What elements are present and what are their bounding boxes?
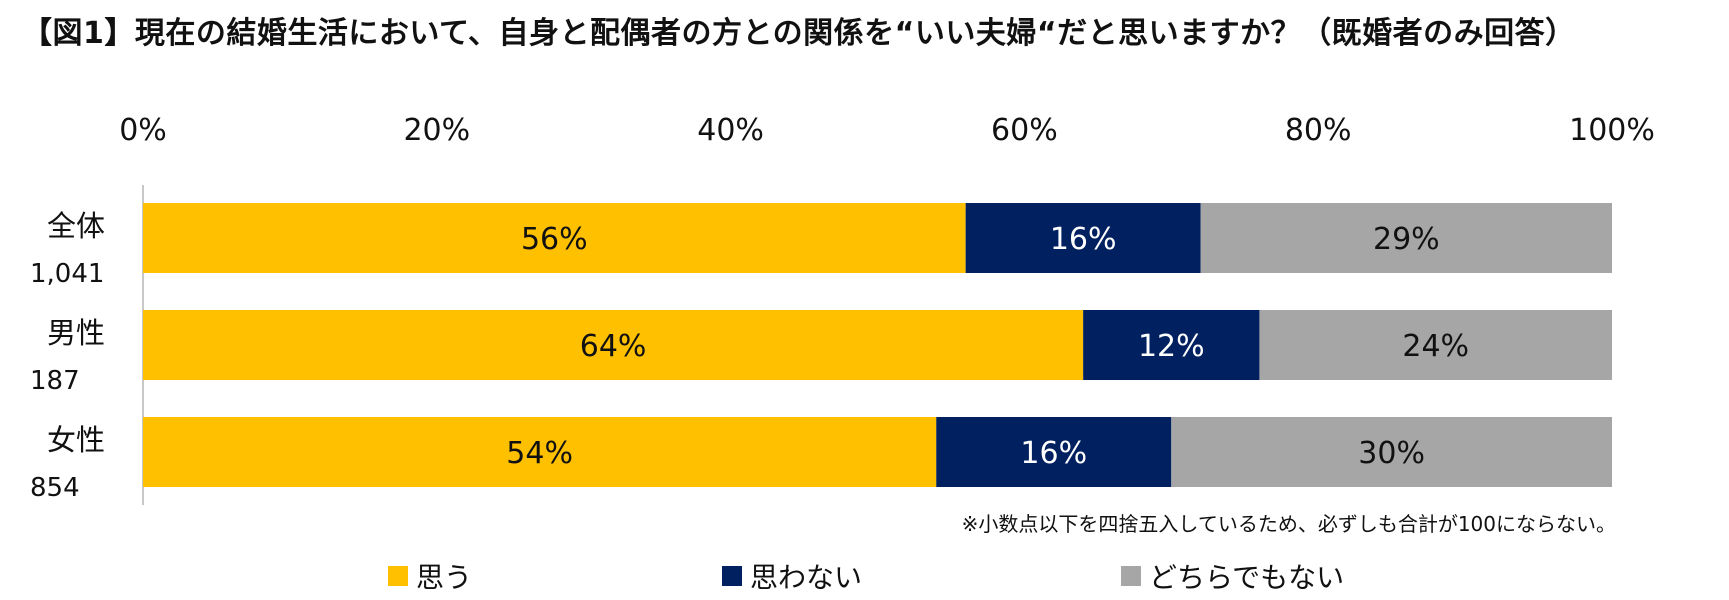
legend-swatch: [388, 566, 408, 586]
legend-swatch: [722, 566, 742, 586]
chart-title: 【図1】現在の結婚生活において、自身と配偶者の方との関係を“いい夫婦“だと思いま…: [22, 16, 1576, 51]
x-tick-label: 40%: [697, 113, 764, 148]
data-label: 29%: [1373, 222, 1440, 257]
bar-segment: [1083, 310, 1260, 380]
category-label: 全体: [47, 209, 105, 243]
bar-segment: [936, 417, 1172, 487]
bar-segment: [143, 310, 1084, 380]
bar-segment: [1259, 310, 1612, 380]
data-label: 30%: [1358, 436, 1425, 471]
x-tick-label: 60%: [991, 113, 1058, 148]
legend-item: 思わない: [722, 556, 862, 596]
data-label: 16%: [1050, 222, 1117, 257]
legend-item: どちらでもない: [1121, 556, 1344, 596]
x-tick-label: 20%: [403, 113, 470, 148]
data-label: 12%: [1138, 329, 1205, 364]
legend-label: どちらでもない: [1149, 561, 1345, 594]
bar-segment: [1200, 203, 1612, 273]
category-label: 女性: [47, 423, 105, 457]
bar-segment: [143, 417, 937, 487]
data-label: 64%: [580, 329, 647, 364]
x-tick-label: 100%: [1569, 113, 1655, 148]
legend-item: 思う: [388, 556, 472, 596]
legend-swatch: [1121, 566, 1141, 586]
data-label: 56%: [521, 222, 588, 257]
footnote: ※小数点以下を四捨五入しているため、必ずしも合計が100にならない。: [961, 512, 1616, 536]
data-label: 16%: [1020, 436, 1087, 471]
bar-segment: [965, 203, 1201, 273]
category-n-label: 854: [30, 473, 80, 503]
bar-segment: [1171, 417, 1612, 487]
category-n-label: 187: [30, 366, 80, 396]
category-label: 男性: [47, 316, 105, 350]
bar-segment: [143, 203, 966, 273]
data-label: 54%: [506, 436, 573, 471]
x-tick-label: 0%: [119, 113, 167, 148]
data-label: 24%: [1402, 329, 1469, 364]
legend-label: 思う: [416, 561, 473, 594]
category-n-label: 1,041: [30, 259, 104, 289]
legend: 思う 思わない どちらでもない: [0, 556, 1729, 596]
x-tick-label: 80%: [1285, 113, 1352, 148]
legend-label: 思わない: [750, 561, 863, 594]
